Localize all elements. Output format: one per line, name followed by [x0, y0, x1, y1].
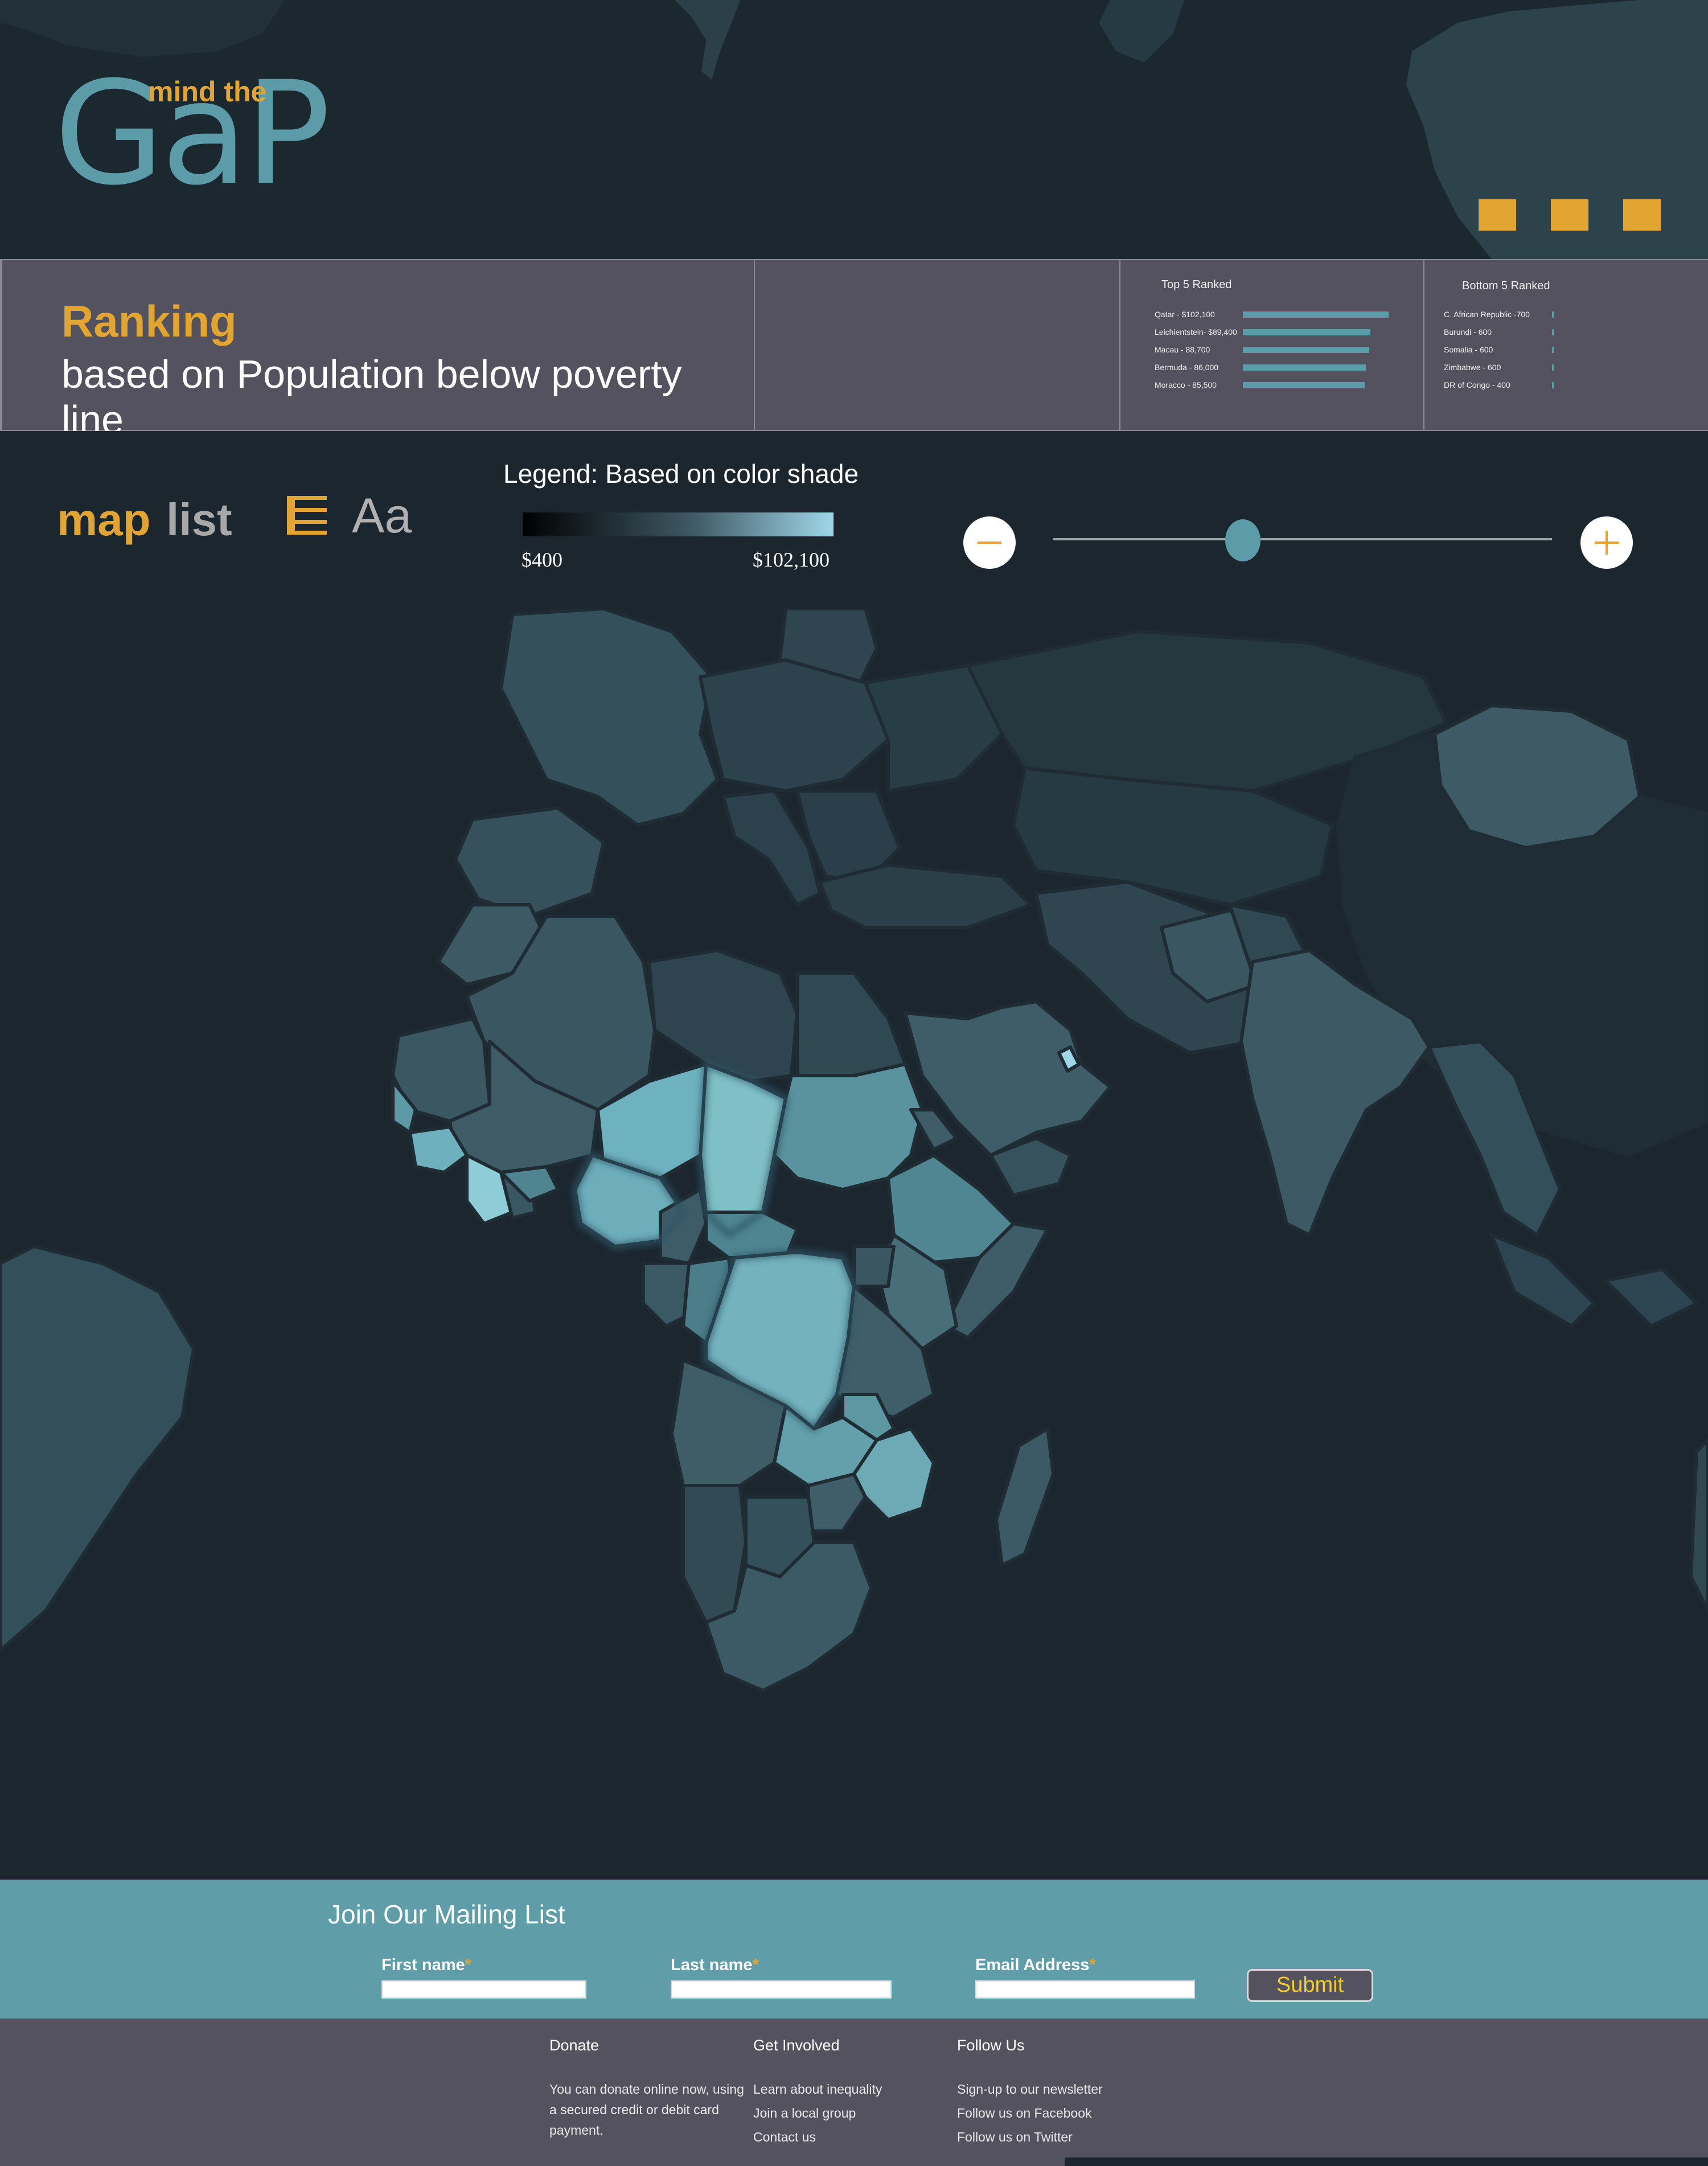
legend-max-label: $102,100	[753, 548, 830, 571]
region-guinea[interactable]	[408, 1125, 469, 1174]
bottom-5-row-label: C. African Republic -700	[1444, 310, 1530, 319]
top-5-row-bar	[1243, 382, 1365, 388]
submit-button[interactable]: Submit	[1247, 1969, 1373, 2002]
footer-link-join[interactable]: Join a local group	[753, 2106, 856, 2120]
mailing-list-title: Join Our Mailing List	[328, 1900, 565, 1929]
footer-get-involved-list: Learn about inequality Join a local grou…	[753, 2079, 882, 2147]
region-somalia[interactable]	[943, 1222, 1049, 1339]
zoom-slider-track[interactable]	[1053, 538, 1552, 540]
zoom-in-button[interactable]	[1580, 516, 1633, 569]
footer-link-twitter[interactable]: Follow us on Twitter	[957, 2130, 1073, 2144]
window-button-3[interactable]	[1623, 199, 1661, 231]
last-name-input[interactable]	[671, 1980, 892, 1999]
top-5-row-label: Macau - 88,700	[1155, 345, 1210, 354]
region-central-europe[interactable]	[699, 658, 890, 793]
mailing-list-section: Join Our Mailing List First name* Last n…	[0, 1880, 1708, 2019]
legend-min-label: $400	[522, 548, 563, 571]
controls-bar: map list Aa Legend: Based on color shade…	[0, 431, 1708, 609]
font-size-icon[interactable]: Aa	[352, 489, 412, 543]
region-southeast-asia[interactable]	[1427, 1040, 1562, 1237]
footer-get-involved-heading: Get Involved	[753, 2037, 840, 2054]
world-map[interactable]	[0, 609, 1708, 1880]
bottom-5-row-bar	[1552, 364, 1554, 371]
region-australia-edge[interactable]	[1689, 1438, 1708, 1613]
top-5-row-bar	[1243, 329, 1371, 335]
region-madagascar[interactable]	[995, 1427, 1055, 1567]
footer-donate-text: You can donate online now, using a secur…	[549, 2082, 744, 2138]
region-south-africa[interactable]	[704, 1541, 873, 1692]
email-label: Email Address*	[975, 1956, 1096, 1974]
top-5-row-label: Leichientstein- $89,400	[1155, 327, 1237, 337]
bottom-5-ranked-panel: Bottom 5 Ranked C. African Republic -700…	[1423, 260, 1708, 430]
top-5-ranked-panel: Top 5 Ranked Qatar - $102,100 Leichientst…	[1119, 260, 1423, 430]
logo[interactable]: GaP mind the	[54, 63, 339, 211]
zoom-slider-handle[interactable]	[1225, 519, 1261, 561]
region-iberia[interactable]	[454, 806, 605, 918]
legend-title: Legend: Based on color shade	[503, 459, 859, 489]
first-name-input[interactable]	[381, 1980, 586, 1999]
region-qatar[interactable]	[1057, 1045, 1081, 1073]
bottom-5-row-label: Somalia - 600	[1444, 345, 1493, 354]
region-south-america[interactable]	[0, 1245, 195, 1652]
region-saudi-arabia[interactable]	[904, 1000, 1112, 1157]
minus-icon	[978, 542, 1001, 544]
window-button-1[interactable]	[1479, 199, 1516, 231]
region-western-europe[interactable]	[499, 609, 719, 827]
first-name-label: First name*	[381, 1956, 471, 1974]
bottom-5-row-bar	[1552, 347, 1554, 353]
footer-donate-heading: Donate	[549, 2037, 600, 2054]
last-name-label: Last name*	[671, 1956, 759, 1974]
top-5-row-label: Moracco - 85,500	[1155, 380, 1217, 389]
header: GaP mind the	[0, 0, 1708, 259]
footer-link-newsletter[interactable]: Sign-up to our newsletter	[957, 2082, 1103, 2097]
bottom-5-row-label: Zimbabwe - 600	[1444, 363, 1501, 372]
region-malawi[interactable]	[841, 1393, 896, 1442]
footer-link-contact[interactable]: Contact us	[753, 2130, 816, 2144]
logo-gap-text: GaP	[54, 51, 331, 216]
ranking-panel: Ranking based on Population below povert…	[0, 259, 1708, 442]
header-background-map	[0, 0, 1708, 259]
region-turkey[interactable]	[818, 863, 1032, 929]
top-5-row-label: Qatar - $102,100	[1155, 310, 1215, 319]
footer-link-learn[interactable]: Learn about inequality	[753, 2082, 882, 2097]
region-indonesia[interactable]	[1490, 1233, 1698, 1328]
region-cameroon[interactable]	[659, 1188, 708, 1265]
bottom-5-row-bar	[1552, 329, 1554, 335]
window-button-2[interactable]	[1551, 199, 1588, 231]
ranking-subtitle: based on Population below poverty line	[61, 352, 682, 442]
footer-dark-strip	[1065, 2157, 1708, 2166]
top-5-row-bar	[1243, 311, 1389, 318]
top-5-row-bar	[1243, 347, 1370, 353]
top-5-heading: Top 5 Ranked	[1161, 278, 1232, 291]
ranking-title-cell: Ranking based on Population below povert…	[0, 260, 754, 442]
region-italy[interactable]	[721, 789, 822, 906]
map-view-tab[interactable]: map	[57, 494, 151, 545]
legend-gradient-bar	[523, 512, 834, 536]
bottom-5-row-bar	[1552, 382, 1554, 388]
region-yemen[interactable]	[989, 1137, 1072, 1197]
footer-follow-list: Sign-up to our newsletter Follow us on F…	[957, 2079, 1103, 2147]
top-5-row-bar	[1243, 364, 1366, 371]
region-central-asia[interactable]	[1012, 766, 1334, 906]
bottom-5-row-bar	[1552, 311, 1554, 318]
region-eritrea[interactable]	[909, 1108, 958, 1151]
region-india[interactable]	[1239, 949, 1431, 1237]
bottom-5-row-label: Burundi - 600	[1444, 327, 1492, 337]
logo-mind-the-text: mind the	[148, 76, 267, 108]
list-view-tab[interactable]: list	[166, 494, 232, 545]
footer: Donate You can donate online now, using …	[0, 2019, 1708, 2166]
footer-link-facebook[interactable]: Follow us on Facebook	[957, 2106, 1092, 2120]
ranking-title: Ranking	[61, 296, 237, 346]
region-uganda[interactable]	[852, 1245, 896, 1288]
region-burkina[interactable]	[499, 1165, 560, 1203]
zoom-out-button[interactable]	[963, 516, 1016, 569]
plus-icon	[1595, 531, 1619, 555]
bottom-5-heading: Bottom 5 Ranked	[1462, 280, 1550, 292]
top-5-row-label: Bermuda - 86,000	[1155, 363, 1219, 372]
bottom-5-row-label: DR of Congo - 400	[1444, 380, 1510, 389]
ranking-empty-cell	[754, 260, 1119, 430]
email-input[interactable]	[975, 1980, 1195, 1999]
footer-follow-heading: Follow Us	[957, 2037, 1025, 2054]
list-icon[interactable]	[285, 493, 330, 538]
